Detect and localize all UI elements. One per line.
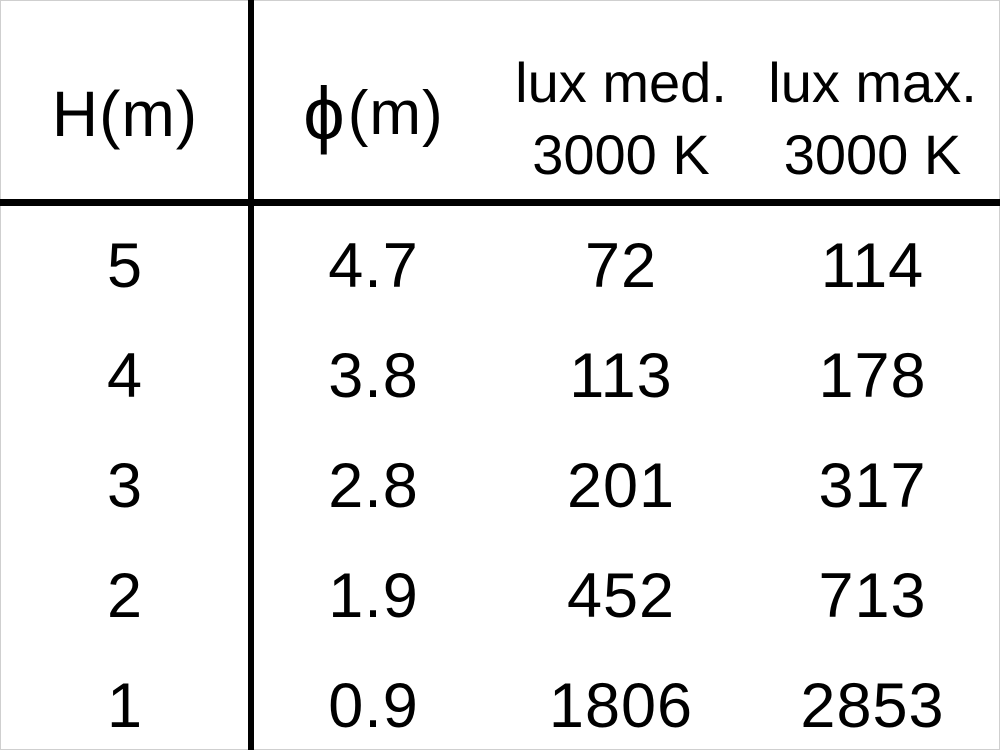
- table-row: 2 1.9 452 713: [0, 541, 1000, 651]
- header-divider-line: [0, 199, 1000, 206]
- header-lux-max-temp: 3000 K: [783, 123, 962, 186]
- cell-h: 4: [106, 341, 144, 411]
- cell-lux-med: 1806: [548, 671, 694, 741]
- cell-lux-max: 2853: [800, 671, 945, 741]
- table-row: 1 0.9 1806 2853: [0, 651, 1000, 750]
- cell-lux-max: 114: [820, 231, 925, 301]
- cell-lux-max: 178: [818, 341, 927, 411]
- table-row: 5 4.7 72 114: [0, 211, 1000, 321]
- table-body: 5 4.7 72 114 4 3.8 113 178 3 2.8 201 317…: [0, 206, 1000, 750]
- cell-h: 1: [106, 671, 144, 741]
- cell-phi: 4.7: [328, 231, 419, 301]
- cell-phi: 1.9: [328, 561, 419, 631]
- header-height: H(m): [51, 77, 199, 150]
- cell-lux-max: 713: [818, 561, 927, 631]
- cell-lux-med: 72: [584, 231, 658, 301]
- cell-h: 2: [106, 561, 144, 631]
- cell-lux-med: 113: [569, 341, 673, 411]
- cell-h: 5: [106, 231, 144, 301]
- cell-phi: 0.9: [328, 671, 419, 741]
- header-lux-max-label: lux max.: [768, 51, 977, 114]
- header-lux-max: lux max. 3000 K: [745, 0, 1000, 199]
- column-divider-line: [248, 0, 254, 750]
- table-row: 4 3.8 113 178: [0, 321, 1000, 431]
- table-header-row: H(m) ϕ (m) lux med. 3000 K lux max. 3000 …: [0, 0, 1000, 199]
- cell-phi: 2.8: [328, 451, 419, 521]
- header-lux-med-label: lux med.: [515, 51, 727, 114]
- header-lux-med-temp: 3000 K: [532, 123, 710, 186]
- cell-phi: 3.8: [328, 341, 419, 411]
- cell-lux-med: 452: [566, 561, 676, 631]
- cell-lux-med: 201: [566, 451, 676, 521]
- header-lux-med: lux med. 3000 K: [497, 0, 745, 199]
- cell-h: 3: [106, 451, 144, 521]
- header-diameter: ϕ (m): [303, 71, 444, 155]
- table-row: 3 2.8 201 317: [0, 431, 1000, 541]
- cell-lux-max: 317: [818, 451, 927, 521]
- header-diameter-unit: (m): [347, 79, 444, 148]
